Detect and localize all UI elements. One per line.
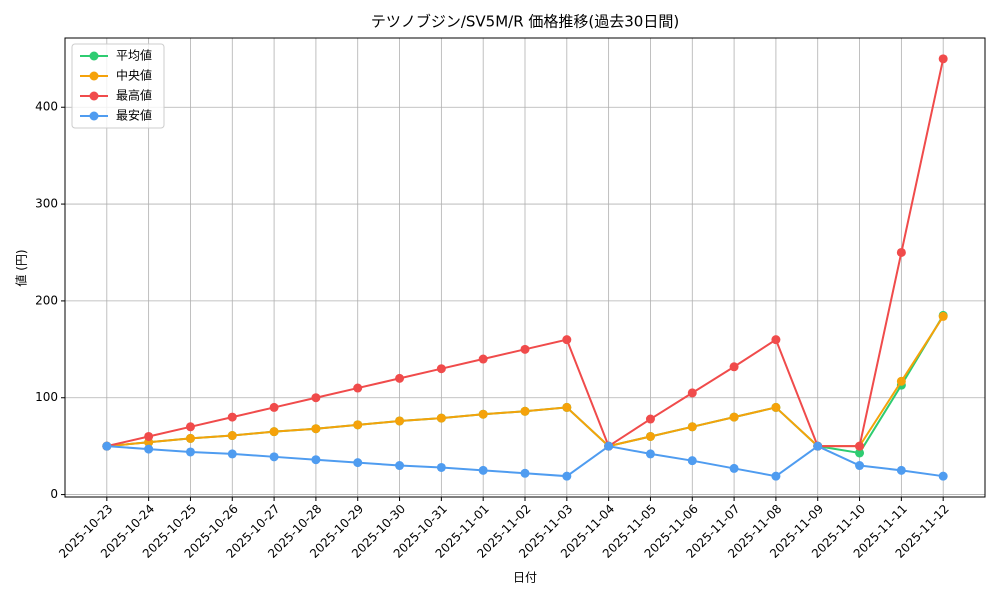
data-point <box>478 465 488 475</box>
data-point <box>269 452 279 462</box>
data-point <box>520 406 530 416</box>
y-tick-label: 200 <box>35 293 58 307</box>
y-tick-label: 400 <box>35 100 58 114</box>
data-point <box>227 412 237 422</box>
data-point <box>185 447 195 457</box>
data-point <box>645 414 655 424</box>
data-point <box>687 456 697 466</box>
data-point <box>562 402 572 412</box>
data-point <box>520 468 530 478</box>
data-point <box>645 449 655 459</box>
data-point <box>687 388 697 398</box>
data-point <box>938 311 948 321</box>
legend-label: 最高値 <box>116 88 152 103</box>
data-point <box>269 427 279 437</box>
data-point <box>729 463 739 473</box>
data-point <box>102 441 112 451</box>
data-point <box>855 461 865 471</box>
data-point <box>645 431 655 441</box>
data-point <box>896 247 906 257</box>
x-axis-label: 日付 <box>513 571 537 585</box>
legend-label: 最安値 <box>116 108 152 123</box>
data-point <box>478 354 488 364</box>
y-axis-label: 値 (円) <box>14 249 29 286</box>
data-point <box>269 402 279 412</box>
data-point <box>938 54 948 64</box>
data-point <box>520 344 530 354</box>
data-point <box>478 409 488 419</box>
legend-marker <box>89 71 99 81</box>
data-point <box>185 433 195 443</box>
data-point <box>353 458 363 468</box>
data-point <box>436 413 446 423</box>
y-tick-label: 0 <box>50 487 58 501</box>
data-point <box>562 335 572 345</box>
legend-marker <box>89 51 99 61</box>
data-point <box>227 449 237 459</box>
legend-label: 平均値 <box>116 48 152 63</box>
y-tick-label: 100 <box>35 390 58 404</box>
data-point <box>311 455 321 465</box>
data-point <box>771 471 781 481</box>
data-point <box>227 431 237 441</box>
data-point <box>687 422 697 432</box>
data-point <box>855 448 865 458</box>
data-point <box>813 441 823 451</box>
data-point <box>604 441 614 451</box>
data-point <box>311 424 321 434</box>
data-point <box>855 441 865 451</box>
data-point <box>353 383 363 393</box>
data-point <box>938 471 948 481</box>
data-point <box>729 412 739 422</box>
y-tick-label: 300 <box>35 197 58 211</box>
data-point <box>395 373 405 383</box>
data-point <box>436 364 446 374</box>
chart-title: テツノブジン/SV5M/R 価格推移(過去30日間) <box>371 13 679 31</box>
data-point <box>353 420 363 430</box>
data-point <box>436 462 446 472</box>
data-point <box>311 393 321 403</box>
data-point <box>185 422 195 432</box>
data-point <box>729 362 739 372</box>
legend-label: 中央値 <box>116 68 152 83</box>
legend-box <box>71 43 165 129</box>
data-point <box>771 402 781 412</box>
data-point <box>771 335 781 345</box>
legend-marker <box>89 111 99 121</box>
legend-marker <box>89 91 99 101</box>
data-point <box>395 461 405 471</box>
data-point <box>144 444 154 454</box>
data-point <box>562 471 572 481</box>
data-point <box>896 465 906 475</box>
data-point <box>896 376 906 386</box>
data-point <box>144 431 154 441</box>
data-point <box>395 416 405 426</box>
plot-frame <box>64 37 986 498</box>
